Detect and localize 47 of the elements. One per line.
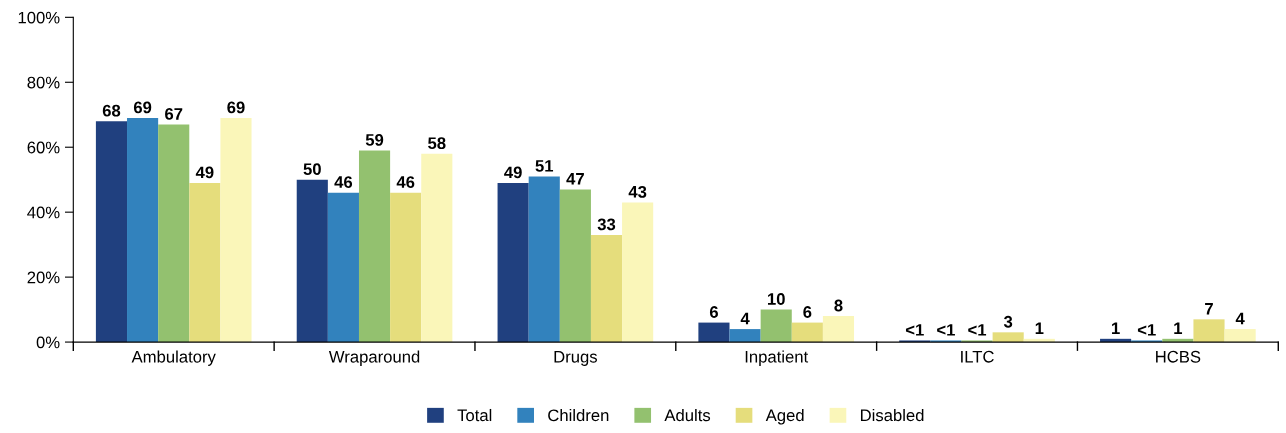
data-label: 46	[334, 176, 353, 188]
legend-label: Aged	[765, 408, 804, 425]
legend-label: Disabled	[860, 408, 924, 422]
data-label: 47	[566, 173, 584, 185]
data-label: 68	[102, 104, 121, 117]
data-label: 67	[165, 108, 183, 120]
legend-label: Children	[548, 408, 609, 422]
y-tick-label: 60%	[27, 141, 60, 154]
data-label: 49	[195, 166, 214, 179]
x-tick-label: Wraparound	[328, 350, 420, 366]
data-label: 3	[1003, 315, 1013, 328]
data-label: 46	[396, 176, 415, 188]
x-tick-label: ILTC	[961, 350, 994, 363]
data-label: 4	[1235, 312, 1245, 325]
data-label: 1	[1112, 322, 1120, 334]
data-label: 51	[535, 160, 554, 172]
x-tick-label: Drugs	[554, 351, 598, 366]
x-tick-label: HCBS	[1156, 350, 1201, 363]
data-label: 1	[1174, 322, 1183, 334]
data-label: 43	[628, 185, 647, 198]
y-tick-label: 100%	[18, 11, 60, 24]
y-tick-label: 80%	[27, 76, 60, 89]
data-label: 49	[504, 166, 522, 179]
data-label: 4	[740, 312, 750, 325]
data-label: 7	[1205, 303, 1213, 315]
data-label: 69	[133, 101, 152, 114]
data-label: 33	[597, 218, 616, 231]
y-tick-label: 0%	[36, 336, 60, 349]
legend-label: Total	[457, 408, 492, 422]
data-label: 59	[365, 133, 384, 146]
data-label: 58	[428, 137, 446, 150]
legend-label: Adults	[664, 408, 711, 422]
data-label: 69	[227, 101, 245, 114]
x-tick-label: Inpatient	[745, 350, 809, 366]
data-label: 50	[303, 163, 321, 176]
data-label: <1	[1137, 324, 1156, 336]
x-tick-label: Ambulatory	[131, 350, 216, 366]
data-label: <1	[905, 324, 924, 336]
y-tick-label: 40%	[27, 206, 60, 219]
data-label: <1	[968, 324, 987, 336]
y-tick-label: 20%	[27, 271, 60, 284]
data-label: 8	[834, 299, 843, 312]
data-label: 10	[767, 293, 785, 305]
data-label: <1	[937, 324, 955, 336]
data-label: 6	[803, 306, 812, 318]
data-label: 6	[709, 306, 718, 318]
data-label: 1	[1035, 322, 1044, 334]
